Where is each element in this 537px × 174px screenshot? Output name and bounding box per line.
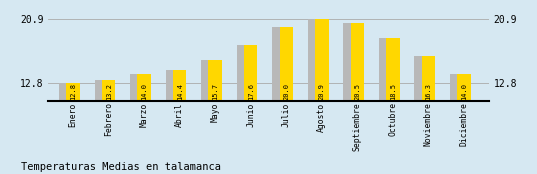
- Text: 16.3: 16.3: [425, 83, 431, 100]
- Bar: [67, 83, 80, 101]
- Bar: [315, 19, 329, 101]
- Bar: [379, 38, 397, 101]
- Bar: [166, 70, 184, 101]
- Text: 14.4: 14.4: [177, 83, 183, 100]
- Bar: [344, 23, 362, 101]
- Text: 20.0: 20.0: [283, 83, 289, 100]
- Bar: [457, 74, 470, 101]
- Bar: [208, 60, 222, 101]
- Bar: [173, 70, 186, 101]
- Text: 20.5: 20.5: [354, 83, 360, 100]
- Text: Temperaturas Medias en talamanca: Temperaturas Medias en talamanca: [21, 162, 221, 172]
- Bar: [102, 80, 115, 101]
- Bar: [422, 56, 435, 101]
- Text: 14.0: 14.0: [461, 83, 467, 100]
- Bar: [201, 60, 220, 101]
- Bar: [308, 19, 326, 101]
- Text: 12.8: 12.8: [70, 83, 76, 100]
- Bar: [450, 74, 468, 101]
- Text: 17.6: 17.6: [248, 83, 254, 100]
- Text: 18.5: 18.5: [390, 83, 396, 100]
- Text: 13.2: 13.2: [106, 83, 112, 100]
- Bar: [95, 80, 113, 101]
- Text: 15.7: 15.7: [212, 83, 218, 100]
- Bar: [137, 74, 151, 101]
- Bar: [244, 45, 258, 101]
- Bar: [237, 45, 256, 101]
- Bar: [59, 83, 78, 101]
- Bar: [130, 74, 149, 101]
- Bar: [351, 23, 364, 101]
- Bar: [272, 27, 291, 101]
- Text: 14.0: 14.0: [141, 83, 147, 100]
- Bar: [386, 38, 400, 101]
- Bar: [415, 56, 433, 101]
- Bar: [280, 27, 293, 101]
- Text: 20.9: 20.9: [319, 83, 325, 100]
